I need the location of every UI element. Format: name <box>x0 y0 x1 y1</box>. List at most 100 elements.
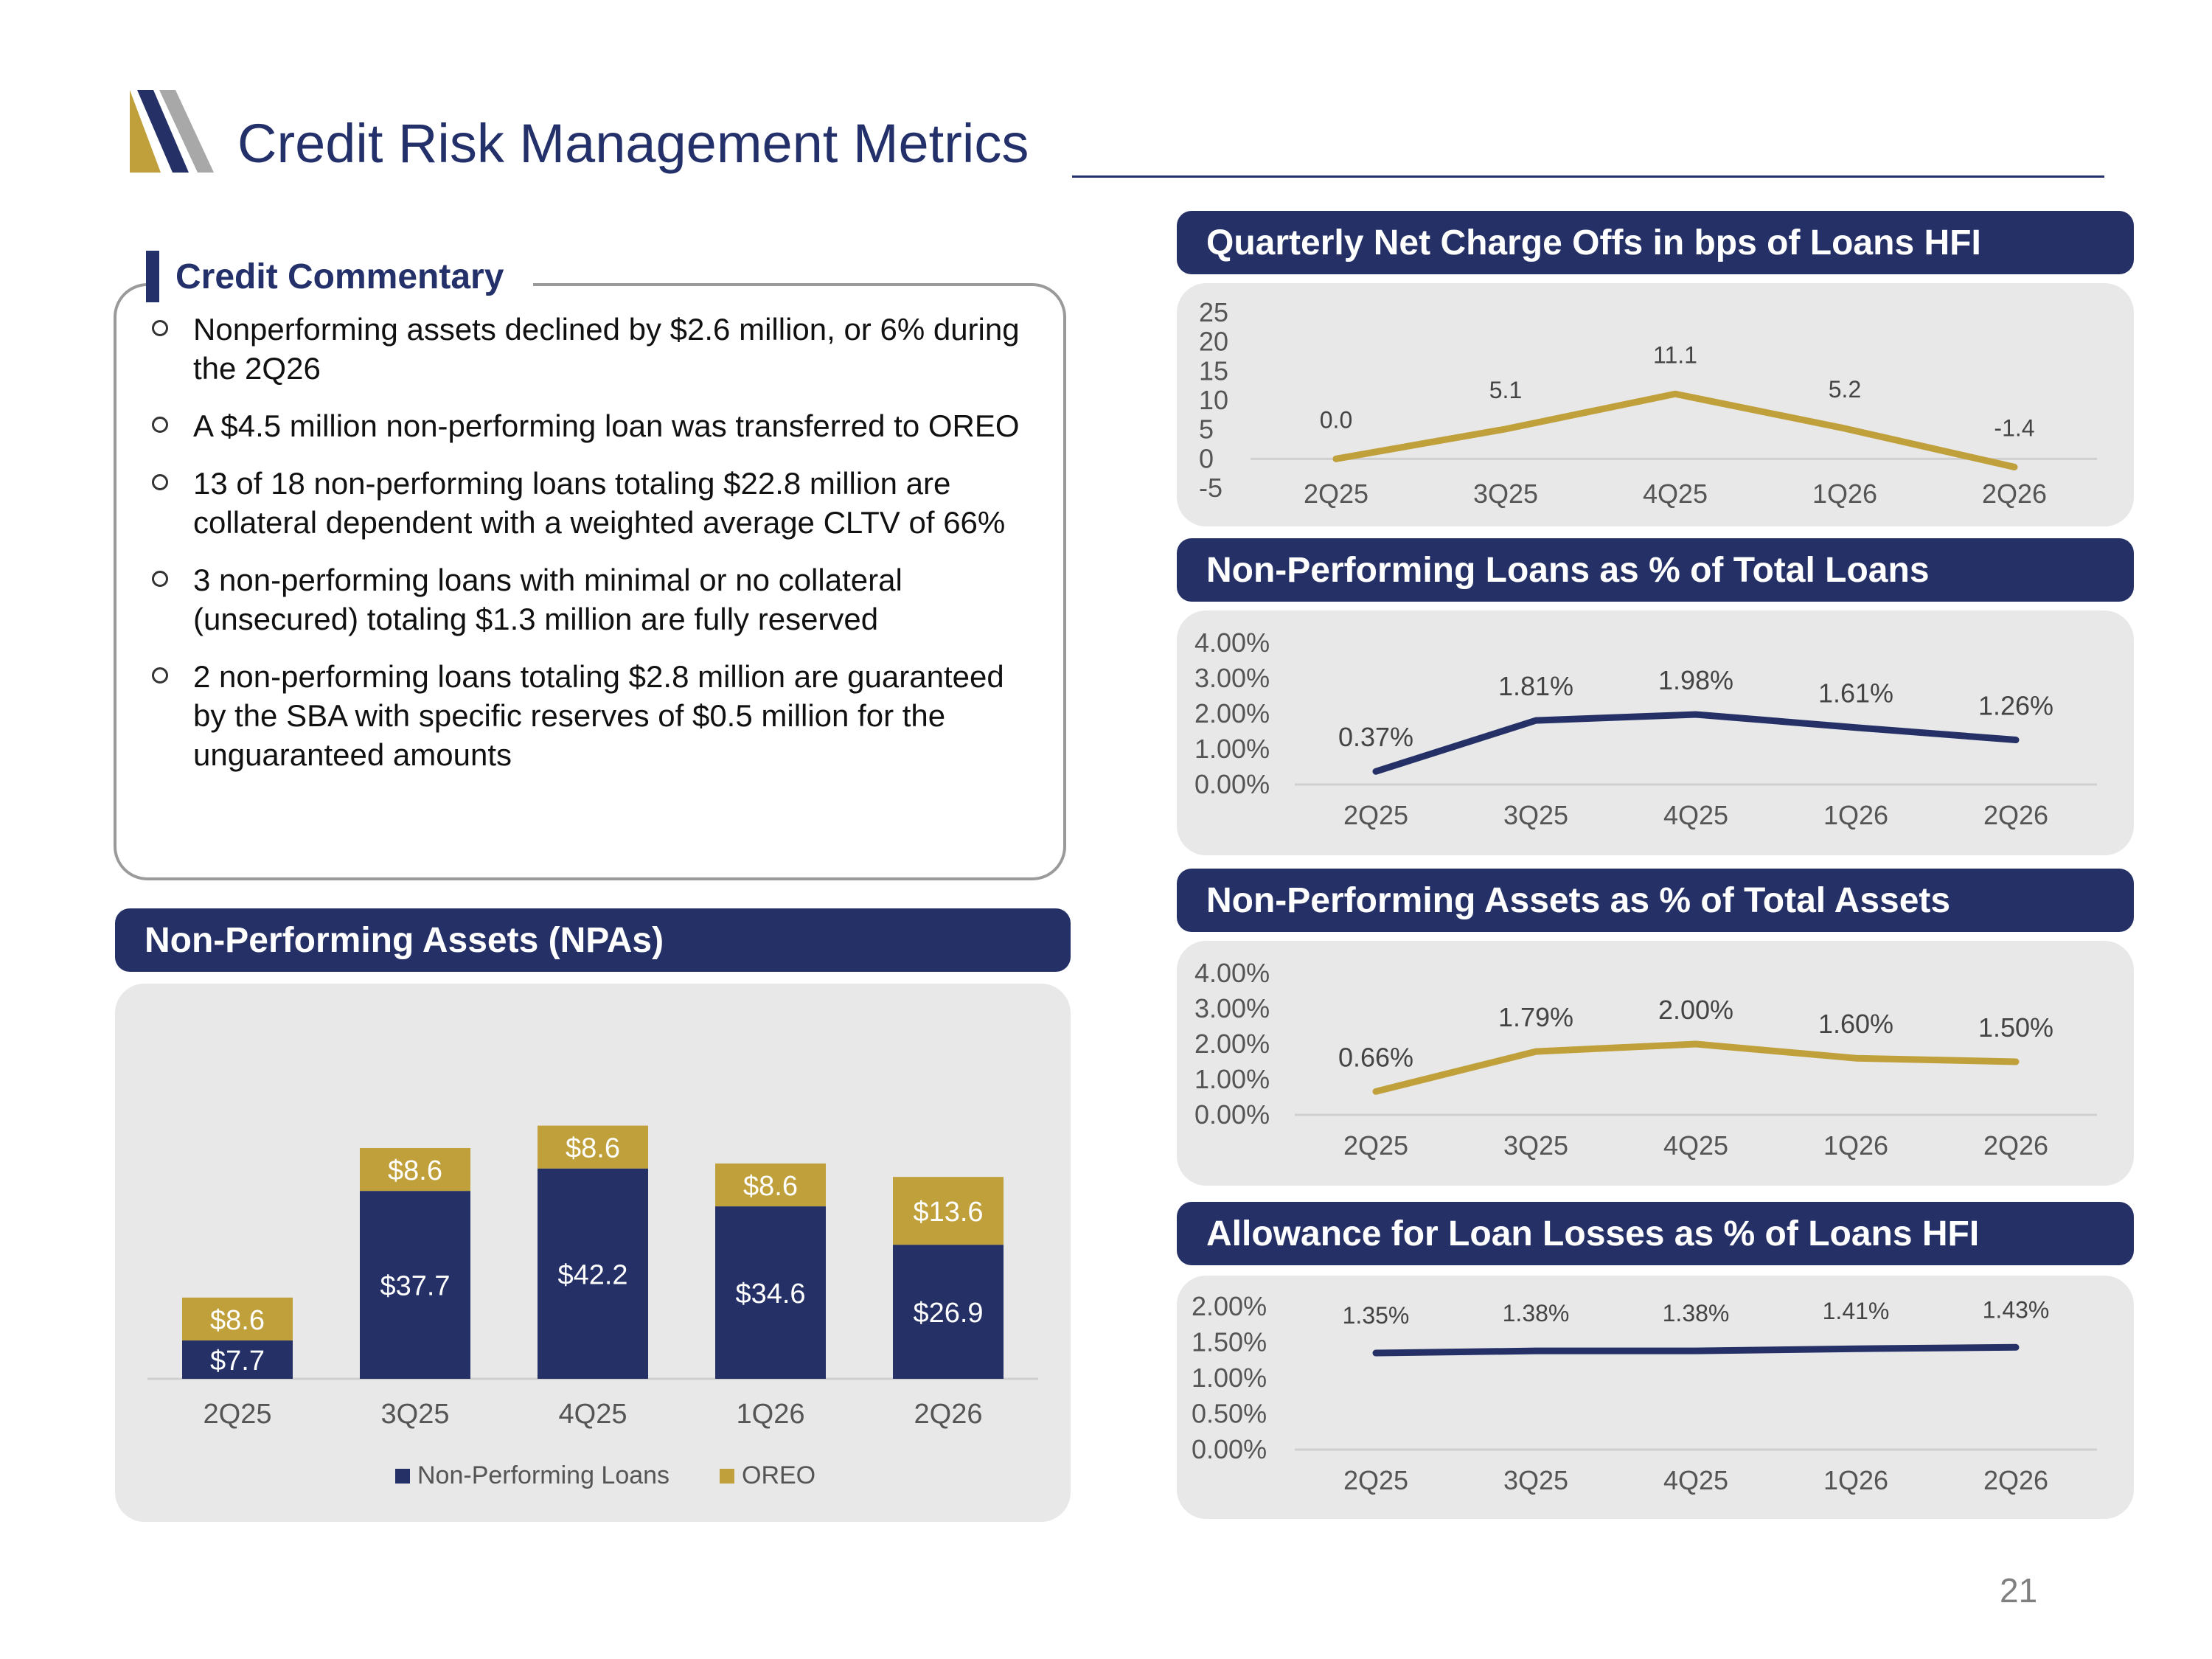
y-tick-label: 0.00% <box>1194 1099 1270 1130</box>
commentary-heading-wrap: Credit Commentary <box>146 251 534 302</box>
x-tick-label: 1Q26 <box>737 1399 805 1430</box>
data-label: $37.7 <box>380 1271 450 1302</box>
bar-segment <box>715 1206 826 1379</box>
x-tick-label: 1Q26 <box>1823 800 1888 830</box>
x-tick-label: 2Q26 <box>1983 800 2048 830</box>
data-label: 0.66% <box>1338 1042 1413 1072</box>
bar-segment <box>893 1245 1004 1379</box>
npa-pct-chart-panel: 4.00% 3.00% 2.00% 1.00% 0.00% 0.66% 2Q25 1.79% 3… <box>1177 941 2134 1186</box>
x-tick-label: 2Q25 <box>204 1399 272 1430</box>
commentary-item: 3 non-performing loans with minimal or n… <box>152 560 1022 639</box>
npa-pct-chart-header: Non-Performing Assets as % of Total Asse… <box>1177 869 2134 932</box>
y-tick-label: 4.00% <box>1194 958 1270 988</box>
data-label: 1.43% <box>1983 1296 2050 1323</box>
series-line <box>1372 1040 2020 1095</box>
bar-segment <box>182 1340 293 1379</box>
y-tick-label: 2.00% <box>1192 1291 1267 1321</box>
x-tick-label: 3Q25 <box>1473 479 1538 509</box>
data-label: 1.50% <box>1978 1012 2053 1043</box>
data-label: 1.41% <box>1823 1298 1890 1324</box>
x-tick-label: 1Q26 <box>1823 1465 1888 1495</box>
y-tick-label: 0.00% <box>1194 769 1270 799</box>
series-line <box>1372 1343 2020 1357</box>
y-tick-label: 15 <box>1199 355 1228 386</box>
y-tick-label: 20 <box>1199 327 1228 357</box>
y-tick-label: 4.00% <box>1194 627 1270 658</box>
title-rule <box>1072 175 2104 178</box>
data-label: 5.1 <box>1489 377 1522 403</box>
x-tick-label: 2Q26 <box>914 1399 983 1430</box>
x-tick-label: 1Q26 <box>1812 479 1877 509</box>
allowance-chart-header: Allowance for Loan Losses as % of Loans … <box>1177 1202 2134 1265</box>
legend-swatch <box>395 1469 410 1484</box>
bullet-circle-icon <box>152 320 168 336</box>
data-label: $42.2 <box>557 1259 627 1290</box>
commentary-list: Nonperforming assets declined by $2.6 mi… <box>152 310 1022 793</box>
bar-segment <box>538 1125 648 1169</box>
data-label: $8.6 <box>743 1171 798 1202</box>
x-tick-label: 4Q25 <box>1643 479 1708 509</box>
y-tick-label: 2.00% <box>1194 1029 1270 1059</box>
x-tick-label: 3Q25 <box>381 1399 450 1430</box>
x-tick-label: 2Q26 <box>1983 1465 2048 1495</box>
x-tick-label: 4Q25 <box>1663 800 1728 830</box>
data-label: -1.4 <box>1994 414 2034 441</box>
npa-chart-panel: $7.7 $8.6 2Q25 $37.7 $8.6 3Q25 $42.2 $8.6 4Q25 $3… <box>115 984 1071 1522</box>
y-tick-label: 1.50% <box>1192 1327 1267 1357</box>
npa-stacked-bar-chart: $7.7 $8.6 2Q25 $37.7 $8.6 3Q25 $42.2 $8.6 4Q25 $3… <box>147 1125 1038 1489</box>
y-tick-label: 1.00% <box>1192 1363 1267 1393</box>
x-tick-label: 3Q25 <box>1503 1130 1568 1161</box>
commentary-item: Nonperforming assets declined by $2.6 mi… <box>152 310 1022 388</box>
x-tick-label: 4Q25 <box>559 1399 627 1430</box>
npl-chart-panel: 4.00% 3.00% 2.00% 1.00% 0.00% 0.37% 2Q25 1.81% 3… <box>1177 611 2134 855</box>
bullet-circle-icon <box>152 417 168 433</box>
x-tick-label: 2Q25 <box>1304 479 1368 509</box>
bullet-circle-icon <box>152 667 168 684</box>
npl-line-chart: 4.00% 3.00% 2.00% 1.00% 0.00% 0.37% 2Q25 1.81% 3… <box>1194 627 2097 830</box>
x-tick-label: 2Q26 <box>1982 479 2047 509</box>
data-label: 1.79% <box>1498 1002 1573 1032</box>
data-label: 1.81% <box>1498 671 1573 701</box>
data-label: $34.6 <box>735 1279 805 1310</box>
y-tick-label: 3.00% <box>1194 663 1270 693</box>
bar-segment <box>360 1191 470 1379</box>
bar-segment <box>360 1148 470 1192</box>
data-label: 1.38% <box>1663 1300 1730 1326</box>
x-tick-label: 4Q25 <box>1663 1130 1728 1161</box>
data-label: $7.7 <box>210 1346 265 1377</box>
y-tick-label: 0 <box>1199 443 1214 473</box>
nco-chart-panel: 25 20 15 10 5 0 -5 0.0 2Q25 5.1 3Q25 11.1 4Q25 5.2 1Q2… <box>1177 283 2134 526</box>
page-number: 21 <box>2000 1571 2038 1610</box>
commentary-item-text: Nonperforming assets declined by $2.6 mi… <box>193 312 1020 386</box>
data-label: $8.6 <box>566 1133 620 1164</box>
y-tick-label: 0.50% <box>1192 1399 1267 1429</box>
legend-label: OREO <box>742 1461 815 1489</box>
data-label: 0.37% <box>1338 722 1413 752</box>
x-tick-label: 2Q26 <box>1983 1130 2048 1161</box>
commentary-item-text: 13 of 18 non-performing loans totaling $… <box>193 466 1006 540</box>
series-line <box>1372 711 2020 775</box>
data-label: 1.98% <box>1658 665 1733 695</box>
bar-segment <box>893 1177 1004 1245</box>
data-label: $8.6 <box>388 1155 442 1186</box>
x-tick-label: 2Q25 <box>1343 1465 1408 1495</box>
x-tick-label: 3Q25 <box>1503 1465 1568 1495</box>
data-label: 1.38% <box>1503 1300 1570 1326</box>
bullet-circle-icon <box>152 571 168 587</box>
data-label: 2.00% <box>1658 995 1733 1025</box>
npa-pct-line-chart: 4.00% 3.00% 2.00% 1.00% 0.00% 0.66% 2Q25 1.79% 3… <box>1194 958 2097 1161</box>
page-title: Credit Risk Management Metrics <box>237 113 1029 174</box>
y-tick-label: 0.00% <box>1192 1434 1267 1464</box>
y-tick-label: -5 <box>1199 473 1222 503</box>
bar-segment <box>715 1163 826 1207</box>
commentary-item-text: A $4.5 million non-performing loan was t… <box>193 408 1020 443</box>
data-label: $8.6 <box>210 1305 265 1336</box>
data-label: 1.35% <box>1343 1302 1410 1329</box>
x-tick-label: 1Q26 <box>1823 1130 1888 1161</box>
data-label: 0.0 <box>1320 406 1352 433</box>
y-tick-label: 1.00% <box>1194 1064 1270 1094</box>
x-tick-label: 3Q25 <box>1503 800 1568 830</box>
nco-chart-header: Quarterly Net Charge Offs in bps of Loan… <box>1177 211 2134 274</box>
data-label: 5.2 <box>1829 376 1861 403</box>
y-tick-label: 3.00% <box>1194 993 1270 1023</box>
